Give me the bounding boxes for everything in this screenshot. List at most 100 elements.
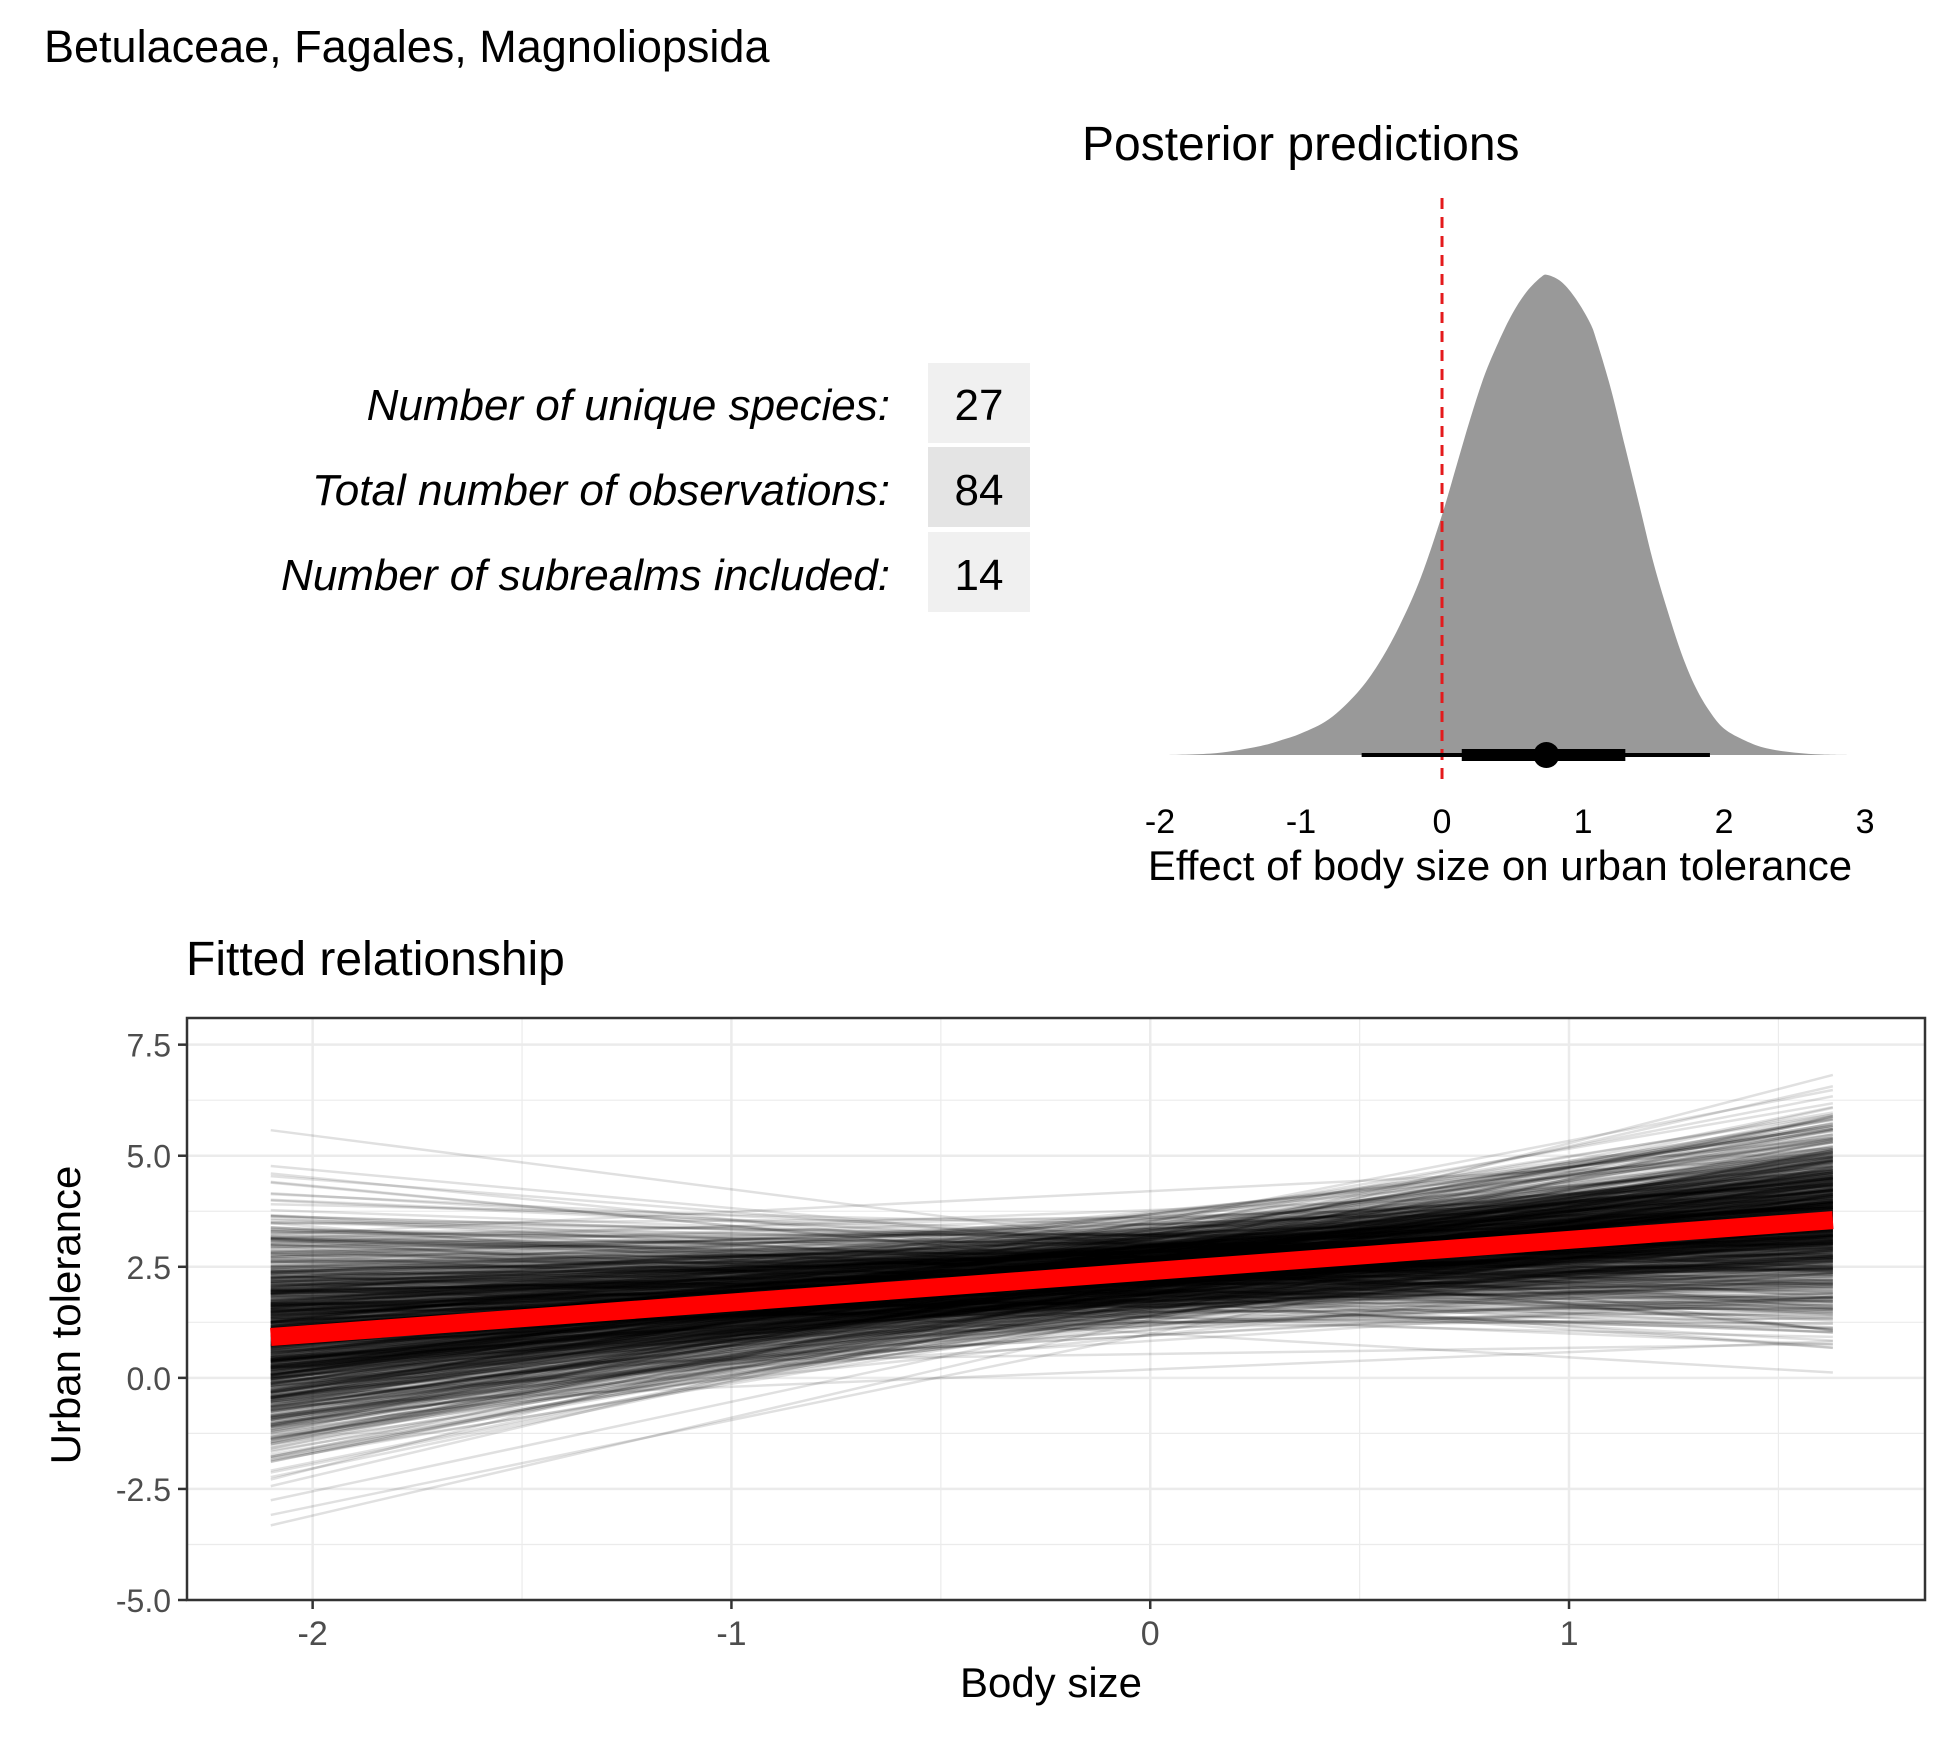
posterior-draw-line (270, 1266, 1833, 1311)
posterior-draw-line (270, 1262, 1833, 1429)
posterior-draw-line (270, 1206, 1833, 1292)
fit-y-tick-label: -5.0 (116, 1583, 171, 1619)
posterior-draw-line (270, 1284, 1833, 1300)
fit-grid (187, 1018, 1925, 1602)
posterior-draw-line (270, 1188, 1834, 1391)
posterior-draw-line (270, 1274, 1833, 1303)
posterior-draw-line (270, 1170, 1834, 1411)
posterior-draw-line (270, 1206, 1833, 1270)
posterior-draw-line (270, 1165, 1834, 1502)
posterior-draw-line (270, 1158, 1833, 1324)
posterior-draw-line (270, 1246, 1833, 1334)
posterior-draw-line (270, 1155, 1834, 1421)
posterior-draw-line (270, 1186, 1834, 1409)
posterior-draw-line (270, 1254, 1833, 1406)
posterior-draw-line (270, 1220, 1834, 1404)
posterior-draw-line (270, 1228, 1833, 1376)
posterior-draw-line (270, 1174, 1834, 1401)
posterior-draw-line (270, 1256, 1833, 1362)
posterior-draw-line (270, 1173, 1833, 1304)
posterior-draw-line (270, 1254, 1833, 1363)
posterior-draw-line (270, 1159, 1834, 1366)
posterior-draw-line (270, 1253, 1833, 1276)
posterior-draw-line (270, 1225, 1833, 1364)
posterior-draw-line (270, 1169, 1833, 1305)
posterior-draw-line (270, 1265, 1833, 1362)
fit-panel-border (185, 1016, 1927, 1602)
posterior-draw-line (270, 1118, 1834, 1377)
posterior-draw-line (270, 1289, 1833, 1302)
posterior-draw-line (270, 1195, 1833, 1326)
posterior-draw-line (270, 1209, 1833, 1306)
posterior-x-tick-label: 3 (1856, 803, 1875, 841)
posterior-draw-line (270, 1253, 1833, 1365)
posterior-draw-line (270, 1232, 1833, 1305)
posterior-draw-line (270, 1271, 1833, 1404)
posterior-draw-line (270, 1178, 1834, 1433)
posterior-draw-line (270, 1212, 1833, 1225)
posterior-draw-line (270, 1242, 1833, 1282)
posterior-draw-line (270, 1227, 1833, 1379)
posterior-draw-lines (270, 1073, 1834, 1527)
posterior-draw-line (270, 1235, 1833, 1379)
posterior-draw-line (270, 1164, 1833, 1324)
posterior-draw-line (270, 1151, 1834, 1426)
posterior-draw-line (270, 1181, 1834, 1459)
posterior-draw-line (270, 1243, 1833, 1257)
posterior-draw-line (270, 1300, 1833, 1310)
posterior-draw-line (270, 1248, 1833, 1383)
posterior-draw-line (270, 1188, 1833, 1309)
posterior-draw-line (270, 1206, 1833, 1324)
posterior-draw-line (270, 1240, 1833, 1372)
posterior-draw-line (270, 1249, 1833, 1362)
fit-title: Fitted relationship (186, 933, 565, 986)
posterior-draw-line (270, 1272, 1833, 1311)
posterior-draw-line (270, 1253, 1833, 1359)
posterior-draw-line (270, 1215, 1833, 1260)
posterior-draw-line (270, 1234, 1833, 1361)
posterior-draw-line (270, 1259, 1833, 1270)
posterior-draw-line (270, 1157, 1834, 1372)
posterior-draw-line (270, 1182, 1833, 1323)
fit-y-tick-label: -2.5 (116, 1472, 171, 1508)
posterior-draw-line (270, 1259, 1833, 1268)
posterior-draw-line (270, 1259, 1833, 1276)
posterior-draw-line (270, 1223, 1833, 1385)
posterior-draw-line (270, 1219, 1833, 1274)
posterior-draw-line (270, 1192, 1834, 1393)
posterior-draw-line (270, 1174, 1833, 1300)
posterior-draw-line (270, 1221, 1833, 1254)
posterior-draw-line (270, 1204, 1833, 1309)
posterior-draw-line (270, 1156, 1834, 1376)
posterior-draw-line (270, 1208, 1833, 1279)
posterior-draw-line (270, 1278, 1833, 1309)
posterior-draw-line (270, 1235, 1833, 1374)
posterior-draw-line (270, 1168, 1833, 1315)
posterior-draw-line (270, 1234, 1833, 1371)
fit-y-tick-label: 2.5 (127, 1250, 171, 1286)
posterior-draw-line (270, 1124, 1834, 1374)
posterior-draw-line (270, 1188, 1834, 1413)
posterior-draw-line (270, 1183, 1834, 1404)
posterior-draw-line (270, 1295, 1833, 1360)
posterior-draw-line (270, 1225, 1833, 1394)
posterior-draw-line (270, 1198, 1833, 1283)
posterior-draw-line (270, 1237, 1833, 1282)
posterior-draw-line (270, 1183, 1833, 1331)
posterior-draw-line (270, 1198, 1833, 1331)
posterior-draw-line (270, 1159, 1834, 1527)
fit-x-tick-label: -1 (716, 1615, 746, 1653)
posterior-draw-line (270, 1156, 1834, 1444)
posterior-draw-line (270, 1186, 1834, 1400)
posterior-draw-line (270, 1289, 1833, 1318)
posterior-draw-line (270, 1127, 1834, 1399)
posterior-draw-line (270, 1239, 1833, 1271)
posterior-draw-line (270, 1243, 1833, 1291)
posterior-draw-line (270, 1151, 1834, 1369)
posterior-draw-line (270, 1215, 1833, 1286)
posterior-draw-line (270, 1085, 1834, 1444)
posterior-draw-line (270, 1156, 1834, 1472)
posterior-draw-line (270, 1236, 1833, 1295)
fit-x-tick-label: 0 (1141, 1615, 1160, 1653)
posterior-panel: Posterior predictions -2 -1 0 1 2 3 Effect of… (1082, 118, 1875, 889)
